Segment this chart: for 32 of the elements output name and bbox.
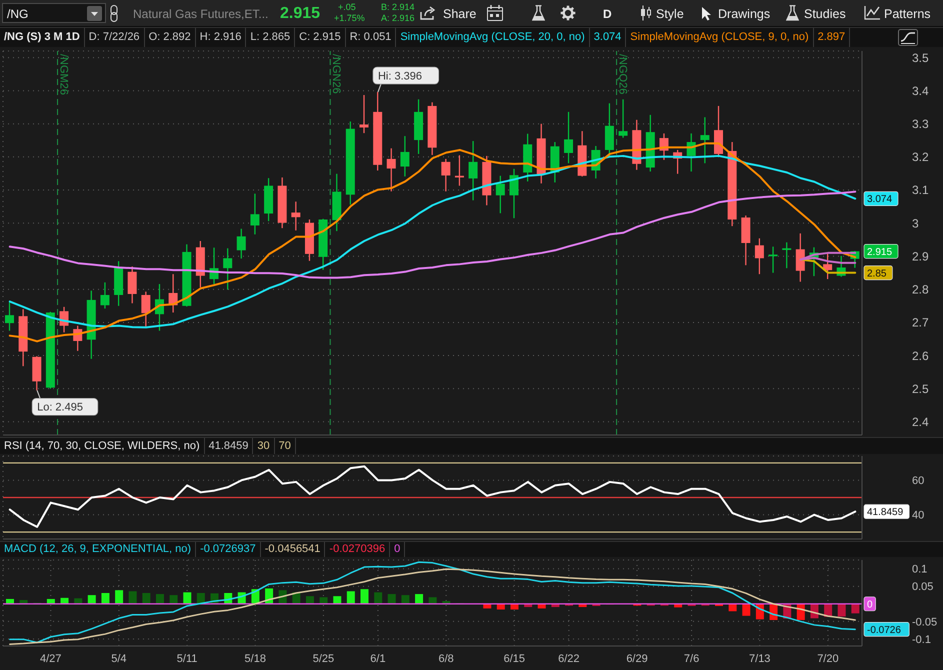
y-tick-label: -0.05 [912, 616, 938, 628]
x-tick-label: 6/29 [626, 652, 648, 665]
ref-line-label: 30 [257, 440, 270, 452]
text: 0 [394, 543, 400, 555]
x-tick-label: 5/11 [176, 652, 198, 665]
x-tick-label: 6/22 [558, 652, 580, 665]
ref-line-label: 70 [278, 440, 291, 452]
x-tick-label: 5/25 [312, 652, 334, 665]
y-tick-label: 0.1 [912, 564, 928, 576]
data-label: -0.0726 [867, 624, 902, 636]
text: -0.0270396 [329, 543, 386, 555]
x-tick-label: 5/4 [111, 652, 127, 665]
x-tick-label: 6/1 [370, 652, 386, 665]
chart-title: RSI (14, 70, 30, CLOSE, WILDERS, no) [4, 440, 200, 452]
y-tick-label: 40 [912, 510, 924, 522]
x-tick-label: 7/13 [749, 652, 770, 665]
ref-line-label: 0 [867, 599, 873, 610]
x-tick-label: 6/15 [504, 652, 526, 665]
y-tick-label: -0.1 [912, 634, 931, 646]
chart-title: MACD (12, 26, 9, EXPONENTIAL, no) [4, 543, 192, 555]
text: 41.8459 [208, 440, 248, 452]
text: -0.0726937 [200, 543, 256, 555]
x-tick-label: 4/27 [40, 652, 62, 665]
y-tick-label: 60 [912, 475, 924, 488]
text: -0.0456541 [264, 543, 320, 555]
x-tick-label: 5/18 [244, 652, 266, 665]
data-label: 41.8459 [867, 507, 904, 518]
x-tick-label: 7/20 [817, 652, 839, 665]
y-tick-label: 0.05 [912, 581, 934, 594]
y-tick-label: 2.4 [912, 414, 930, 429]
x-tick-label: 7/6 [684, 652, 700, 665]
x-tick-label: 6/8 [438, 652, 454, 665]
